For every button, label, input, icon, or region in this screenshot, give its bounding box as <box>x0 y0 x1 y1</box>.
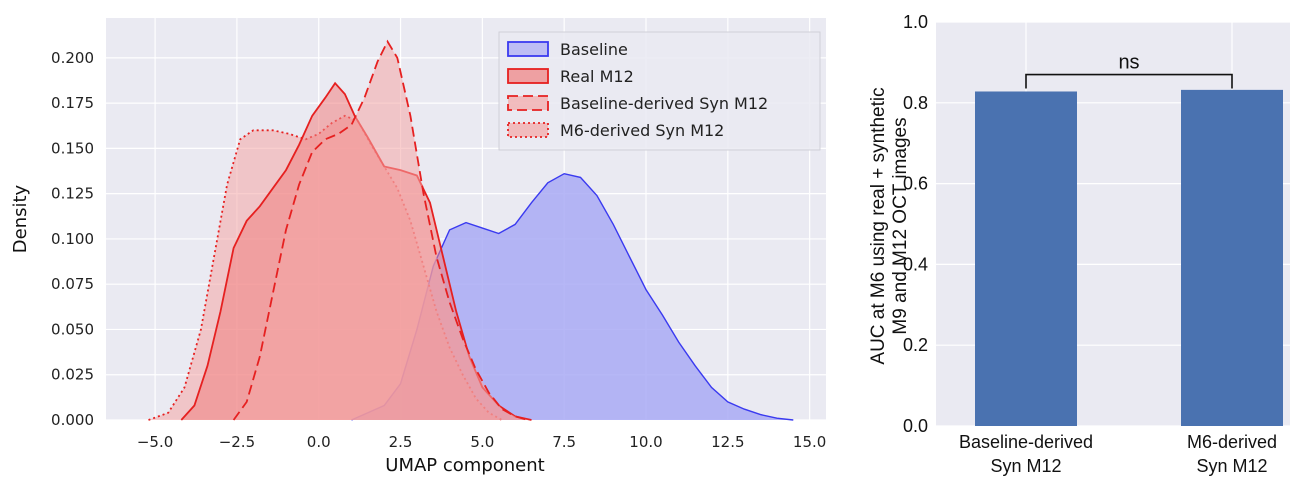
y-tick-label: 0.000 <box>51 411 94 429</box>
bar-y-tick-label: 1.0 <box>903 12 928 32</box>
legend-label-baseline: Baseline <box>560 40 628 59</box>
bar-x-tick-labels: Baseline-derived Syn M12 M6-derived Syn M12 <box>959 432 1277 476</box>
bar-y-tick-label: 0.8 <box>903 93 928 113</box>
bar-y-tick-label: 0.4 <box>903 254 928 274</box>
y-tick-label: 0.200 <box>51 49 94 67</box>
bar-y-tick-labels: 0.0 0.2 0.4 0.6 0.8 1.0 <box>903 12 928 436</box>
x-tick-label: 2.5 <box>389 433 413 451</box>
auc-bar-chart: 0.0 0.2 0.4 0.6 0.8 1.0 Baseline-derived Syn M… <box>868 12 1290 476</box>
density-curves <box>148 39 794 421</box>
y-tick-label: 0.125 <box>51 185 94 203</box>
y-tick-label: 0.175 <box>51 94 94 112</box>
line-baseline-derived-syn-m12 <box>232 39 529 421</box>
legend-swatch-real-m12 <box>507 68 549 84</box>
x-tick-label: 5.0 <box>470 433 494 451</box>
legend: Baseline Real M12 Baseline-derived Syn M12… <box>498 31 821 151</box>
density-y-axis-label: Density <box>10 184 31 253</box>
density-plot: −5.0 −2.5 0.0 2.5 5.0 7.5 10.0 12.5 15.0 0.0000.… <box>10 18 826 476</box>
bar <box>1181 89 1283 426</box>
bar-x-tick-label-line1: Baseline-derived <box>959 432 1093 452</box>
legend-label-baseline-derived-syn-m12: Baseline-derived Syn M12 <box>560 94 768 113</box>
bar-y-tick-label: 0.6 <box>903 174 928 194</box>
significance-label: ns <box>1118 52 1139 74</box>
bar-x-tick-label-line1: M6-derived <box>1187 432 1277 452</box>
bar-x-tick-label-line2: Syn M12 <box>990 456 1061 476</box>
legend-swatch-baseline <box>507 41 549 57</box>
y-tick-label: 0.075 <box>51 275 94 293</box>
bar <box>975 91 1077 426</box>
legend-swatch-m6-derived-syn-m12 <box>507 122 549 138</box>
legend-label-m6-derived-syn-m12: M6-derived Syn M12 <box>560 121 724 140</box>
line-real-m12 <box>180 81 532 421</box>
x-tick-label: −2.5 <box>219 433 255 451</box>
bar-y-tick-label: 0.2 <box>903 335 928 355</box>
area-baseline-derived-syn-m12 <box>233 41 529 420</box>
bars <box>975 89 1283 426</box>
density-x-axis-label: UMAP component <box>385 455 544 476</box>
y-tick-label: 0.050 <box>51 320 94 338</box>
x-tick-label: −5.0 <box>137 433 173 451</box>
y-tick-label: 0.150 <box>51 139 94 157</box>
bar-x-tick-label-line2: Syn M12 <box>1196 456 1267 476</box>
bar-y-tick-label: 0.0 <box>903 416 928 436</box>
significance-bracket: ns <box>1025 52 1233 89</box>
density-y-tick-labels: 0.000 0.025 0.050 0.075 0.100 0.125 0.150 0.175… <box>51 49 94 429</box>
bracket-line <box>1025 73 1233 89</box>
bar-y-axis-label-line2: M9 and M12 OCT images <box>890 117 911 334</box>
density-x-tick-labels: −5.0 −2.5 0.0 2.5 5.0 7.5 10.0 12.5 15.0 <box>137 433 826 451</box>
y-tick-label: 0.100 <box>51 230 94 248</box>
x-tick-label: 7.5 <box>552 433 576 451</box>
bar-y-axis-label-line1: AUC at M6 using real + synthetic <box>868 87 889 364</box>
legend-swatch-baseline-derived-syn-m12 <box>507 95 549 111</box>
legend-frame <box>498 31 821 151</box>
y-tick-label: 0.025 <box>51 366 94 384</box>
x-tick-label: 10.0 <box>629 433 662 451</box>
x-tick-label: 12.5 <box>711 433 744 451</box>
x-tick-label: 15.0 <box>793 433 826 451</box>
x-tick-label: 0.0 <box>307 433 331 451</box>
legend-label-real-m12: Real M12 <box>560 67 634 86</box>
